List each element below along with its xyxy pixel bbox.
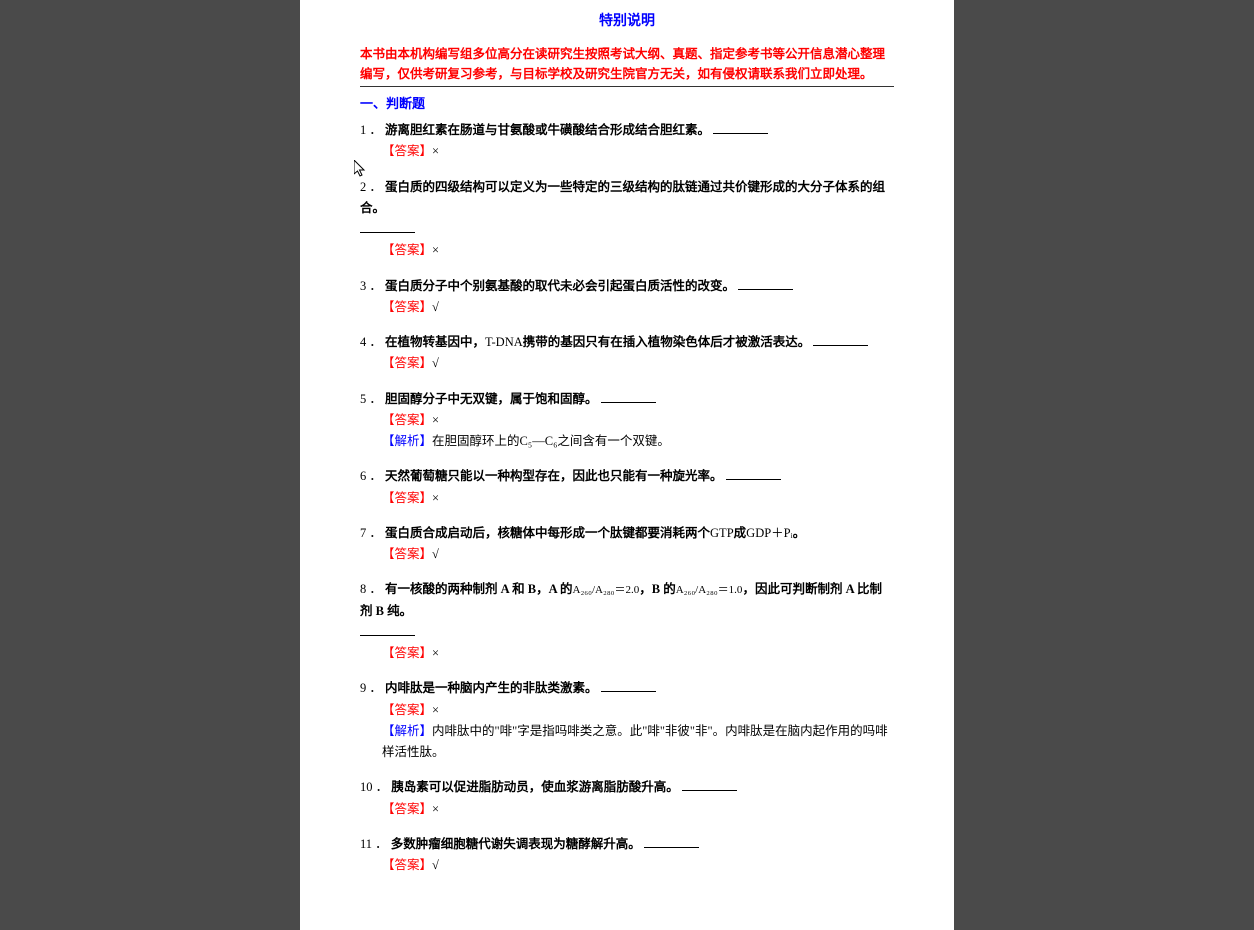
answer-value: √ (432, 300, 439, 314)
question-text: 胰岛素可以促进脂肪动员，使血浆游离脂肪酸升高。 (391, 780, 679, 794)
question-1: 1 ． 游离胆红素在肠道与甘氨酸或牛磺酸结合形成结合胆红素。 【答案】× (360, 120, 894, 163)
formula-text-2: A₂₆₀/A₂₈₀＝1.0 (676, 584, 743, 596)
answer-label: 【答案】 (382, 491, 432, 505)
question-number: 7 ． (360, 523, 382, 544)
question-text-post: 。 (793, 526, 806, 540)
analysis-pre: 在胆固醇环上的 (432, 434, 520, 448)
question-number: 4 ． (360, 332, 382, 353)
question-number: 9 ． (360, 678, 382, 699)
question-text-post: 携带的基因只有在插入植物染色体后才被激活表达。 (523, 335, 811, 349)
answer-blank (713, 122, 768, 134)
answer-blank (360, 221, 415, 233)
question-number: 11 ． (360, 834, 388, 855)
answer-value: × (432, 491, 439, 505)
answer-label: 【答案】 (382, 413, 432, 427)
question-9: 9 ． 内啡肽是一种脑内产生的非肽类激素。 【答案】× 【解析】内啡肽中的"啡"… (360, 678, 894, 763)
question-number: 6 ． (360, 466, 382, 487)
question-text: 游离胆红素在肠道与甘氨酸或牛磺酸结合形成结合胆红素。 (385, 123, 710, 137)
question-text-mid: 成 (734, 526, 747, 540)
answer-blank (601, 391, 656, 403)
question-5: 5 ． 胆固醇分子中无双键，属于饱和固醇。 【答案】× 【解析】在胆固醇环上的C… (360, 389, 894, 453)
question-number: 5 ． (360, 389, 382, 410)
question-7: 7 ． 蛋白质合成启动后，核糖体中每形成一个肽键都要消耗两个GTP成GDP＋Pᵢ… (360, 523, 894, 566)
analysis-text: 内啡肽中的"啡"字是指吗啡类之意。此"啡"非彼"非"。内啡肽是在脑内起作用的吗啡… (382, 724, 888, 759)
analysis-post: 之间含有一个双键。 (557, 434, 670, 448)
question-4: 4 ． 在植物转基因中，T-DNA携带的基因只有在插入植物染色体后才被激活表达。… (360, 332, 894, 375)
answer-value: × (432, 243, 439, 257)
question-text-pre: 有一核酸的两种制剂 A 和 B，A 的 (385, 582, 573, 596)
question-number: 2 ． (360, 177, 382, 198)
answer-value: × (432, 802, 439, 816)
formula-text-2: GDP＋Pᵢ (746, 526, 793, 540)
question-number: 1 ． (360, 120, 382, 141)
section-header: 一、判断题 (360, 93, 894, 112)
answer-label: 【答案】 (382, 144, 432, 158)
answer-label: 【答案】 (382, 356, 432, 370)
answer-label: 【答案】 (382, 547, 432, 561)
document-page: 特别说明 本书由本机构编写组多位高分在读研究生按照考试大纲、真题、指定参考书等公… (300, 0, 954, 930)
question-8: 8 ． 有一核酸的两种制剂 A 和 B，A 的A₂₆₀/A₂₈₀＝2.0，B 的… (360, 579, 894, 664)
question-text: 多数肿瘤细胞糖代谢失调表现为糖酵解升高。 (391, 837, 641, 851)
answer-blank (601, 680, 656, 692)
answer-value: √ (432, 356, 439, 370)
question-6: 6 ． 天然葡萄糖只能以一种构型存在，因此也只能有一种旋光率。 【答案】× (360, 466, 894, 509)
answer-label: 【答案】 (382, 858, 432, 872)
question-number: 8 ． (360, 579, 382, 600)
answer-value: × (432, 144, 439, 158)
answer-value: √ (432, 858, 439, 872)
formula-text-1: GTP (710, 526, 734, 540)
answer-blank (726, 468, 781, 480)
question-text-mid: ，B 的 (639, 582, 675, 596)
question-number: 10 ． (360, 777, 388, 798)
question-3: 3 ． 蛋白质分子中个别氨基酸的取代未必会引起蛋白质活性的改变。 【答案】√ (360, 276, 894, 319)
question-text: 天然葡萄糖只能以一种构型存在，因此也只能有一种旋光率。 (385, 469, 723, 483)
answer-blank (644, 836, 699, 848)
formula-text-1: A₂₆₀/A₂₈₀＝2.0 (573, 584, 640, 596)
answer-blank (682, 779, 737, 791)
answer-label: 【答案】 (382, 703, 432, 717)
answer-value: × (432, 413, 439, 427)
answer-label: 【答案】 (382, 243, 432, 257)
formula-text: T-DNA (485, 335, 523, 349)
question-text: 蛋白质的四级结构可以定义为一些特定的三级结构的肽链通过共价键形成的大分子体系的组… (360, 180, 885, 215)
question-text: 内啡肽是一种脑内产生的非肽类激素。 (385, 681, 598, 695)
analysis-label: 【解析】 (382, 434, 432, 448)
answer-label: 【答案】 (382, 802, 432, 816)
answer-label: 【答案】 (382, 646, 432, 660)
answer-label: 【答案】 (382, 300, 432, 314)
analysis-label: 【解析】 (382, 724, 432, 738)
answer-blank (738, 278, 793, 290)
notice-text: 本书由本机构编写组多位高分在读研究生按照考试大纲、真题、指定参考书等公开信息潜心… (360, 44, 894, 87)
answer-blank (813, 334, 868, 346)
question-11: 11 ． 多数肿瘤细胞糖代谢失调表现为糖酵解升高。 【答案】√ (360, 834, 894, 877)
page-title: 特别说明 (360, 10, 894, 30)
formula-text: C₅—C₆ (520, 434, 558, 448)
answer-value: × (432, 703, 439, 717)
question-text-pre: 蛋白质合成启动后，核糖体中每形成一个肽键都要消耗两个 (385, 526, 710, 540)
question-2: 2 ． 蛋白质的四级结构可以定义为一些特定的三级结构的肽链通过共价键形成的大分子… (360, 177, 894, 262)
question-text: 胆固醇分子中无双键，属于饱和固醇。 (385, 392, 598, 406)
answer-value: × (432, 646, 439, 660)
question-number: 3 ． (360, 276, 382, 297)
question-text-pre: 在植物转基因中， (385, 335, 485, 349)
answer-value: √ (432, 547, 439, 561)
question-text: 蛋白质分子中个别氨基酸的取代未必会引起蛋白质活性的改变。 (385, 279, 735, 293)
answer-blank (360, 624, 415, 636)
